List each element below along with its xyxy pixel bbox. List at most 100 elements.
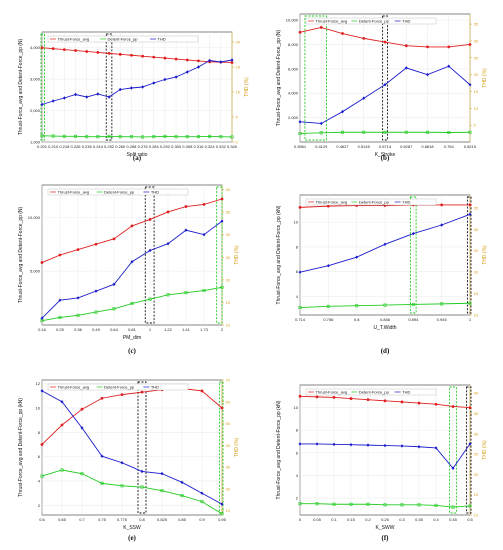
x-tick-label: 0.316 bbox=[193, 144, 204, 149]
data-point bbox=[411, 231, 415, 236]
yr-tick-label: 15 bbox=[474, 291, 479, 296]
x-tick-label: 0.4129 bbox=[315, 144, 328, 149]
data-point bbox=[40, 389, 44, 393]
data-point bbox=[51, 99, 55, 103]
data-point bbox=[202, 289, 206, 293]
data-point bbox=[341, 109, 344, 114]
series-line-2 bbox=[299, 131, 471, 134]
y-tick-label: 4,000 bbox=[288, 91, 299, 96]
data-point bbox=[366, 398, 370, 402]
series-line-2 bbox=[300, 503, 471, 508]
yr-tick-label: 15 bbox=[474, 492, 479, 497]
data-point bbox=[40, 134, 44, 138]
x-tick-label: 0.236 bbox=[82, 144, 93, 149]
data-point bbox=[230, 58, 234, 62]
x-tick-label: 0.252 bbox=[104, 144, 115, 149]
data-point bbox=[417, 445, 421, 449]
data-point bbox=[112, 237, 116, 241]
legend-entry: Thrust-Force_avg bbox=[58, 189, 90, 194]
yr-tick-label: 20 bbox=[474, 270, 479, 275]
data-point bbox=[51, 134, 55, 138]
data-point bbox=[148, 297, 152, 301]
legend-entry: Detent-Force_pp bbox=[359, 389, 390, 394]
x-tick-label: 0.276 bbox=[138, 144, 149, 149]
data-point bbox=[417, 401, 421, 405]
yr-tick-label: 15 bbox=[226, 300, 231, 305]
x-tick-label: 0.5714 bbox=[379, 144, 392, 149]
y-axis-label: Thrust-Force_avg and Detent-Force_pp (kN… bbox=[276, 400, 282, 499]
data-point bbox=[74, 134, 78, 138]
data-point bbox=[349, 443, 353, 447]
data-point bbox=[112, 307, 116, 311]
legend-entry: THD bbox=[402, 18, 410, 23]
data-point bbox=[94, 310, 98, 314]
data-point bbox=[362, 36, 366, 40]
data-point bbox=[163, 56, 167, 60]
x-tick-label: 0 bbox=[299, 517, 302, 522]
y-tick-label: 6 bbox=[38, 454, 41, 459]
y-tick-label: 8 bbox=[296, 244, 299, 249]
data-point bbox=[120, 393, 124, 396]
data-point bbox=[326, 204, 330, 208]
data-point bbox=[100, 481, 104, 485]
x-tick-label: 0.49 bbox=[92, 327, 101, 332]
x-tick-label: 0.894 bbox=[408, 317, 419, 322]
data-point bbox=[160, 489, 164, 493]
yr-tick-label: 10 bbox=[474, 106, 479, 111]
data-point bbox=[118, 135, 122, 139]
data-point bbox=[362, 130, 366, 134]
y-tick-label: 6 bbox=[296, 450, 299, 455]
data-point bbox=[96, 135, 100, 139]
data-point bbox=[451, 405, 455, 408]
data-point bbox=[197, 59, 200, 63]
yr-tick-label: 20 bbox=[236, 40, 241, 45]
data-point bbox=[447, 45, 451, 49]
data-point bbox=[468, 504, 472, 508]
x-tick-label: 0.332 bbox=[216, 144, 227, 149]
series-line-3 bbox=[41, 390, 223, 505]
data-point bbox=[349, 502, 353, 506]
data-point bbox=[80, 426, 84, 430]
yr-tick-label: 15 bbox=[474, 89, 479, 94]
x-tick-label: 0.300 bbox=[171, 144, 182, 149]
data-point bbox=[383, 503, 387, 507]
series-line-2 bbox=[299, 302, 471, 309]
x-tick-label: 0.25 bbox=[381, 517, 390, 522]
legend-box bbox=[305, 388, 437, 396]
x-tick-label: 0.3961 bbox=[294, 144, 307, 149]
data-point bbox=[58, 315, 62, 319]
data-point bbox=[332, 396, 336, 399]
x-tick-label: 0.260 bbox=[115, 144, 126, 149]
data-point bbox=[383, 443, 387, 448]
data-point bbox=[332, 442, 336, 447]
y-tick-label: 2 bbox=[38, 503, 41, 508]
yr-tick-label: 20 bbox=[226, 486, 231, 491]
data-point bbox=[468, 212, 472, 216]
data-point bbox=[220, 406, 224, 410]
data-point bbox=[152, 135, 156, 139]
data-point bbox=[118, 87, 122, 92]
series-line-1 bbox=[41, 388, 223, 445]
highlight-region bbox=[466, 196, 472, 314]
y-tick-label: 2 bbox=[296, 496, 299, 501]
series-line-2 bbox=[41, 286, 223, 322]
data-point bbox=[340, 130, 344, 134]
yr-tick-label: 30 bbox=[226, 232, 231, 237]
x-tick-label: 0.324 bbox=[205, 144, 216, 149]
y-tick-label: 1,000 bbox=[30, 140, 41, 145]
data-point bbox=[440, 203, 444, 207]
y-tick-label: 12 bbox=[36, 381, 41, 386]
x-tick-label: 0.9 bbox=[199, 517, 205, 522]
highlight-region bbox=[40, 33, 45, 141]
highlight-region bbox=[137, 381, 147, 514]
data-point bbox=[434, 503, 438, 507]
panel-caption: (b) bbox=[381, 154, 390, 162]
data-point bbox=[383, 130, 387, 134]
x-tick-label: 0.284 bbox=[149, 144, 160, 149]
data-point bbox=[130, 260, 134, 264]
data-point bbox=[400, 503, 404, 507]
x-tick-label: 0.4627 bbox=[336, 144, 349, 149]
data-point bbox=[417, 503, 421, 507]
data-point bbox=[74, 49, 77, 52]
yr-tick-label: 10 bbox=[226, 508, 231, 513]
